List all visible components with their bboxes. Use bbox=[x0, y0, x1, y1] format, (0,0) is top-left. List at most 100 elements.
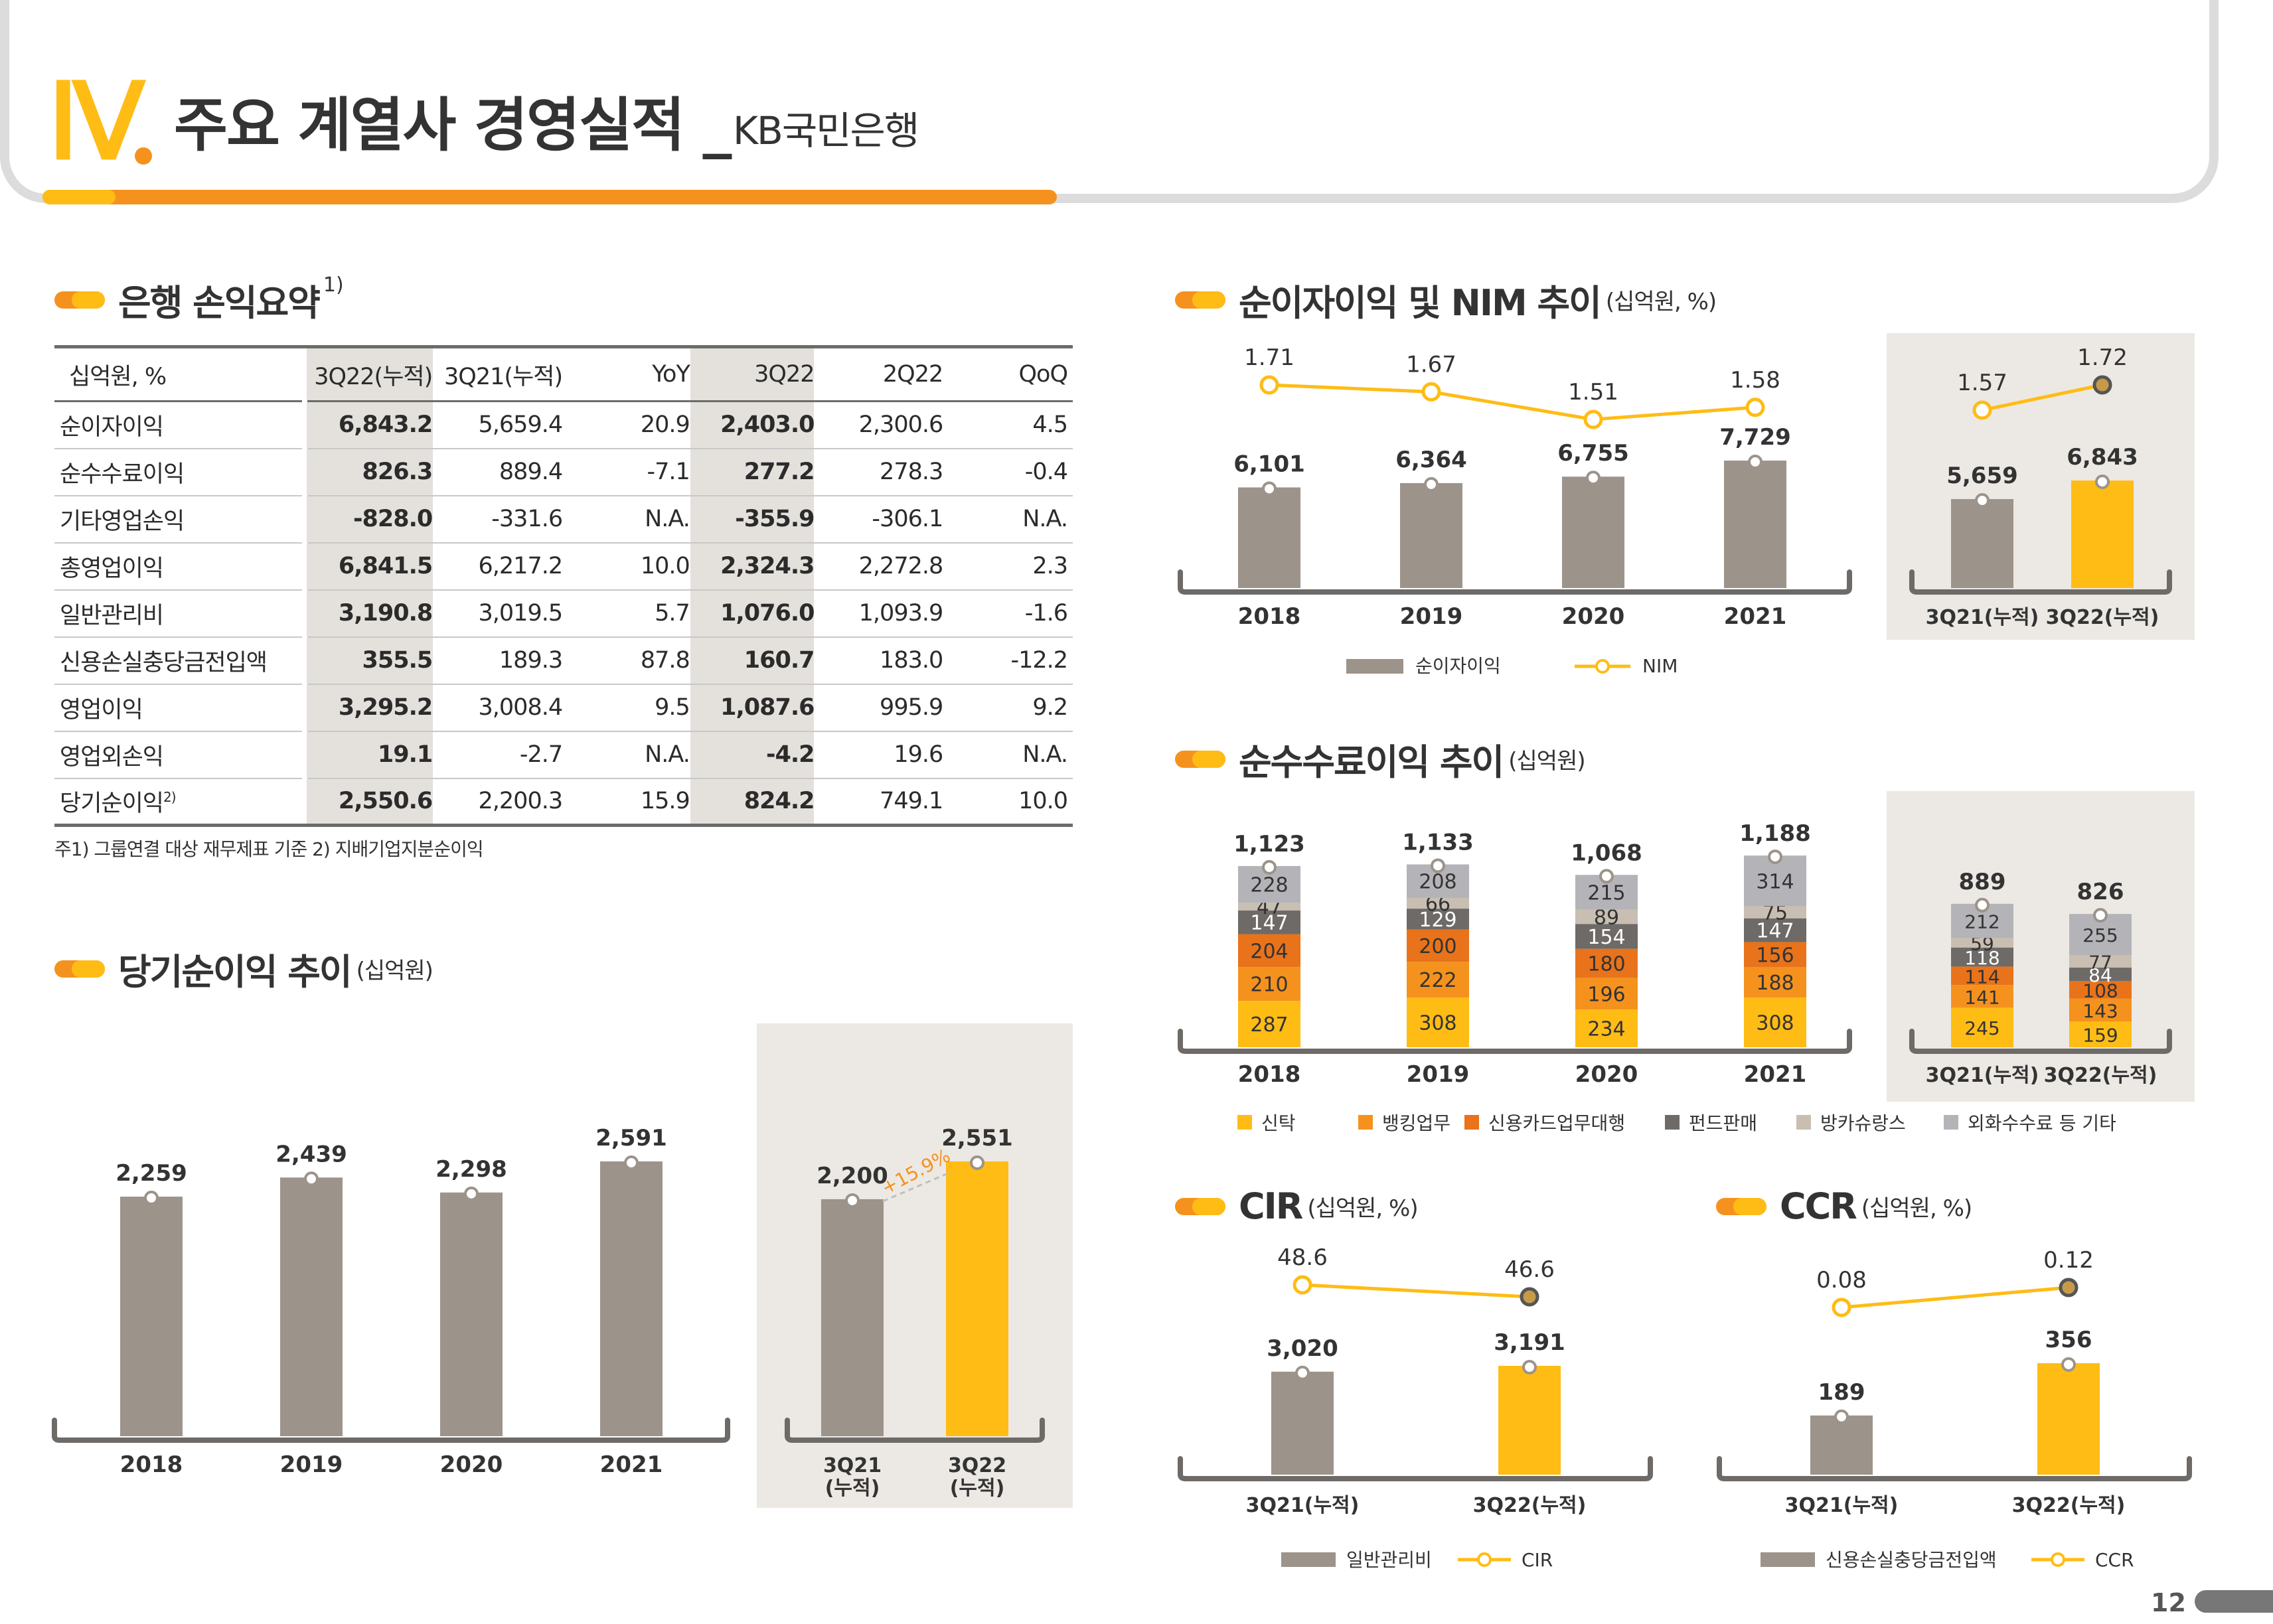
row-label-text: 순수수료이익 bbox=[60, 461, 185, 488]
table-header-cell: 3Q22 bbox=[694, 345, 820, 402]
stack-segment bbox=[1407, 909, 1469, 930]
category-label: 2020 bbox=[440, 1451, 503, 1478]
category-label: 2018 bbox=[1238, 1061, 1301, 1088]
section-title: 순이자이익 및 NIM 추이 bbox=[1239, 282, 1602, 324]
table-row: 당기순이익2) 2,550.6 2,200.3 15.9 824.2 749.1 10.0 bbox=[54, 778, 1073, 827]
table-cell: -306.1 bbox=[819, 495, 949, 544]
segment-value-label: 147 bbox=[1756, 920, 1794, 943]
legend-label: CCR bbox=[2095, 1549, 2134, 1571]
section-number-dot bbox=[135, 147, 152, 165]
category-label: 3Q21(누적) bbox=[1926, 1064, 2039, 1087]
segment-value-label: 156 bbox=[1756, 944, 1794, 967]
section-number: Ⅳ bbox=[48, 64, 145, 181]
bar-top-marker bbox=[845, 1193, 860, 1208]
table-cell: 5,659.4 bbox=[437, 401, 568, 449]
segment-value-label: 255 bbox=[2082, 924, 2118, 946]
bar-total-label: 1,123 bbox=[1233, 831, 1305, 857]
category-label: 3Q21(누적) bbox=[1785, 1494, 1899, 1517]
nim-point bbox=[1832, 1297, 1851, 1317]
row-label: 순이자이익 bbox=[54, 401, 303, 449]
row-label-text: 신용손실충당금전입액 bbox=[60, 649, 268, 676]
stack-segment bbox=[1238, 910, 1300, 934]
category-label: 2021 bbox=[1724, 603, 1787, 630]
bar-top-marker bbox=[1748, 455, 1763, 469]
section-header-cir: CIR (십억원, %) bbox=[1175, 1185, 1419, 1227]
bar bbox=[1951, 499, 2013, 588]
table-cell: 2,550.6 bbox=[307, 778, 438, 827]
table-cell: -2.7 bbox=[437, 731, 568, 779]
stack-segment bbox=[2069, 967, 2132, 982]
table-cell: 2,324.3 bbox=[694, 542, 820, 591]
ytd-panel-nii bbox=[1887, 333, 2195, 640]
table-footnote: 주1) 그룹연결 대상 재무제표 기준 2) 지배기업지분순이익 bbox=[54, 838, 484, 860]
table-cell: -12.2 bbox=[948, 636, 1073, 685]
category-label: 3Q22(누적) bbox=[2044, 1064, 2157, 1087]
segment-value-label: 212 bbox=[1964, 911, 1999, 933]
bar-top-marker bbox=[1586, 471, 1601, 486]
table-cell: 9.5 bbox=[568, 684, 695, 732]
stack-segment bbox=[1744, 997, 1806, 1047]
bar-value-label: 2,298 bbox=[435, 1156, 507, 1183]
stack-segment bbox=[1575, 978, 1638, 1010]
row-label: 당기순이익2) bbox=[54, 778, 303, 827]
series-line bbox=[1269, 383, 1756, 421]
line-value-label: 1.57 bbox=[1957, 370, 2007, 396]
stack-segment bbox=[1407, 898, 1469, 909]
bar bbox=[440, 1192, 503, 1436]
bar-top-marker bbox=[1295, 1365, 1310, 1380]
stack-segment bbox=[1238, 903, 1300, 911]
axis-baseline bbox=[1909, 569, 2172, 595]
legend-label: 일반관리비 bbox=[1346, 1549, 1432, 1571]
bar-top-marker bbox=[1431, 858, 1445, 873]
row-label-text: 총영업이익 bbox=[60, 555, 164, 582]
section-title: 순수수료이익 추이 bbox=[1239, 741, 1504, 783]
table-cell: 6,841.5 bbox=[307, 542, 438, 591]
bar-value-label: 2,259 bbox=[116, 1160, 187, 1187]
legend-swatch bbox=[1944, 1115, 1958, 1130]
growth-connector bbox=[882, 1172, 949, 1203]
row-label: 기타영업손익 bbox=[54, 495, 303, 544]
axis-baseline bbox=[785, 1418, 1045, 1443]
stack-segment bbox=[1744, 906, 1806, 919]
segment-value-label: 129 bbox=[1419, 909, 1456, 932]
segment-value-label: 287 bbox=[1250, 1013, 1288, 1037]
line-value-label: 1.51 bbox=[1568, 379, 1618, 406]
bar-value-label: 2,439 bbox=[275, 1141, 347, 1167]
bar bbox=[946, 1161, 1008, 1436]
legend-swatch bbox=[1358, 1115, 1373, 1130]
table-cell: 3,008.4 bbox=[437, 684, 568, 732]
growth-annotation: +15.9% bbox=[878, 1145, 954, 1199]
table-row: 기타영업손익 -828.0 -331.6 N.A. -355.9 -306.1 N.A. bbox=[54, 495, 1073, 544]
bar-value-label: 356 bbox=[2045, 1327, 2092, 1353]
table-header-cell: 십억원, % bbox=[54, 345, 303, 402]
segment-value-label: 245 bbox=[1964, 1017, 1999, 1039]
nim-point bbox=[1421, 382, 1441, 402]
bar bbox=[120, 1197, 183, 1436]
section-title: 당기순이익 추이 bbox=[118, 951, 353, 993]
segment-value-label: 215 bbox=[1587, 881, 1625, 905]
table-row: 영업이익 3,295.2 3,008.4 9.5 1,087.6 995.9 9.2 bbox=[54, 684, 1073, 732]
series-line bbox=[1841, 1286, 2069, 1309]
bar-top-marker bbox=[1975, 493, 1990, 508]
header-accent-bar-start bbox=[42, 190, 116, 204]
segment-value-label: 154 bbox=[1587, 926, 1625, 949]
nim-point bbox=[1520, 1287, 1539, 1307]
row-label-text: 영업이익 bbox=[60, 696, 143, 723]
table-cell: 1,087.6 bbox=[694, 684, 820, 732]
segment-value-label: 114 bbox=[1964, 966, 1999, 988]
stack-segment bbox=[1238, 967, 1300, 1001]
bar-value-label: 5,659 bbox=[1946, 463, 2018, 489]
table-cell: 2,403.0 bbox=[694, 401, 820, 449]
segment-value-label: 180 bbox=[1587, 953, 1625, 976]
section-title: 은행 손익요약 bbox=[118, 282, 321, 324]
table-header-cell: 3Q21(누적) bbox=[437, 345, 568, 402]
axis-baseline bbox=[1909, 1029, 2172, 1054]
bar-top-marker bbox=[1522, 1360, 1537, 1374]
section-header-ccr: CCR (십억원, %) bbox=[1716, 1185, 1972, 1227]
legend-label: 신용카드업무대행 bbox=[1488, 1112, 1625, 1134]
table-cell: 6,843.2 bbox=[307, 401, 438, 449]
bar-value-label: 6,755 bbox=[1557, 440, 1629, 467]
stack-segment bbox=[2069, 998, 2132, 1022]
stack-segment bbox=[1951, 938, 2013, 948]
category-label: (누적) bbox=[950, 1477, 1005, 1500]
